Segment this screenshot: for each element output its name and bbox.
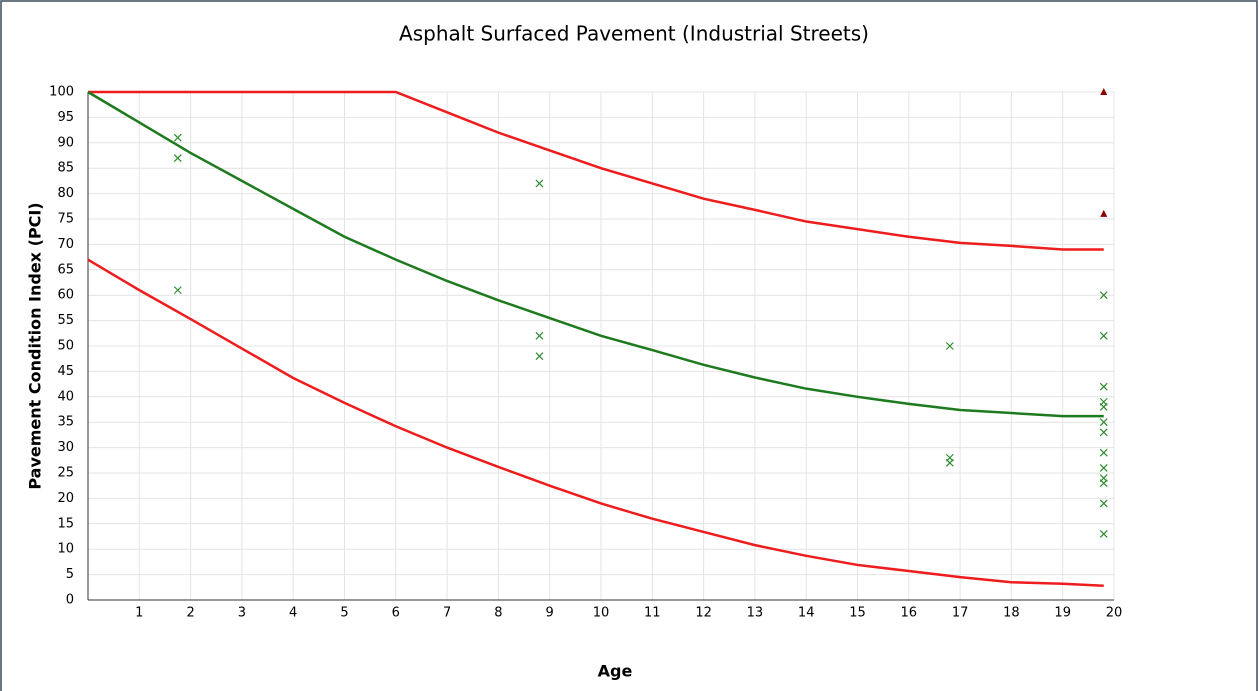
x-tick-label: 19 [1054,606,1071,621]
point [1099,418,1108,427]
x-tick-label: 10 [593,606,610,621]
point [173,133,182,142]
y-tick-label: 65 [57,262,74,277]
line [88,90,1104,251]
x-tick-label: 4 [289,606,297,621]
x-tick-label: 18 [1003,606,1020,621]
x-tick-label: 13 [747,606,764,621]
x-tick-label: 8 [494,606,502,621]
x-tick-label: 12 [695,606,712,621]
point [1099,331,1108,340]
line [87,258,1104,588]
x-tick-label: 2 [186,606,194,621]
point [173,154,182,162]
point [173,286,182,295]
x-tick-label: 20 [1106,606,1123,621]
line [87,90,1104,418]
point [945,342,954,350]
y-tick-label: 0 [66,593,74,608]
x-tick-label: 14 [798,606,815,621]
chart-title: Asphalt Surfaced Pavement (Industrial St… [399,22,869,46]
point [1099,448,1108,457]
y-tick-label: 90 [57,135,74,150]
point [1099,479,1108,488]
point [535,352,544,361]
y-tick-label: 95 [57,110,74,125]
point [1099,403,1108,411]
point [1099,499,1108,508]
point [1099,428,1108,437]
x-tick-label: 17 [952,606,969,621]
y-tick-label: 75 [57,212,74,227]
x-tick-label: 1 [135,606,143,621]
point [1099,382,1108,391]
y-tick-label: 70 [57,237,74,252]
x-tick-label: 9 [546,606,554,621]
y-tick-label: 60 [57,288,74,303]
x-tick-label: 7 [443,606,451,621]
y-tick-label: 40 [57,389,74,404]
point [1099,463,1108,472]
y-tick-label: 85 [57,161,74,176]
x-tick-label: 16 [901,606,918,621]
x-tick-label: 3 [238,606,246,621]
point [535,179,544,188]
y-tick-label: 5 [66,567,74,582]
y-tick-label: 80 [57,186,74,201]
x-tick-label: 11 [644,606,661,621]
x-tick-label: 15 [849,606,866,621]
x-tick-label: 6 [392,606,400,621]
point [945,458,954,467]
x-axis-label: Age [598,662,633,681]
x-tick-label: 5 [340,606,348,621]
y-tick-label: 10 [57,542,74,557]
y-tick-label: 45 [57,364,74,379]
y-tick-label: 15 [57,516,74,531]
y-tick-label: 55 [57,313,74,328]
y-tick-label: 30 [57,440,74,455]
point [1100,88,1108,95]
point [1099,291,1108,300]
y-tick-label: 20 [57,491,74,506]
y-tick-label: 35 [57,415,74,430]
y-tick-label: 25 [57,466,74,481]
y-axis-label: Pavement Condition Index (PCI) [26,202,45,489]
point [1099,530,1108,538]
point [1100,209,1108,217]
y-tick-label: 100 [49,85,74,100]
y-tick-label: 50 [57,339,74,354]
point [535,331,544,340]
